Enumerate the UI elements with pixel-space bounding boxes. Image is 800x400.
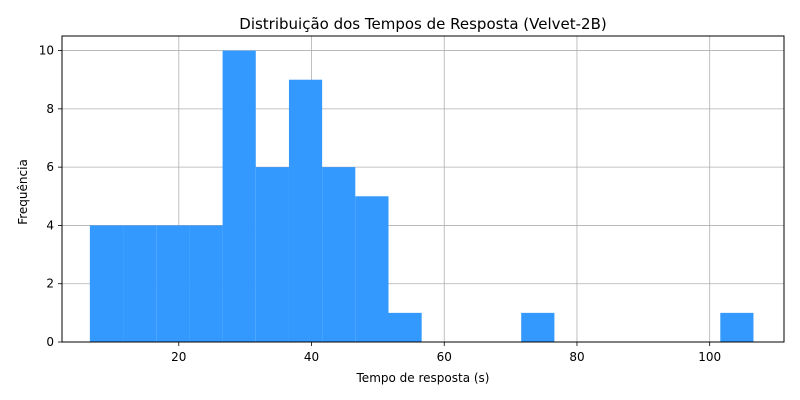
histogram-bar xyxy=(156,225,190,342)
histogram-bar xyxy=(355,196,389,342)
x-tick-label: 60 xyxy=(437,350,452,364)
histogram-bar xyxy=(123,225,157,342)
y-tick-label: 4 xyxy=(46,218,54,232)
y-tick-label: 10 xyxy=(39,44,54,58)
y-tick-label: 8 xyxy=(46,102,54,116)
x-tick-label: 20 xyxy=(171,350,186,364)
y-tick-label: 0 xyxy=(46,335,54,349)
histogram-bar xyxy=(388,312,422,342)
histogram-bar xyxy=(255,167,289,342)
x-ticks: 20 40 60 80 100 xyxy=(171,342,721,364)
x-tick-label: 40 xyxy=(304,350,319,364)
histogram-bar xyxy=(521,312,555,342)
histogram-bar xyxy=(189,225,223,342)
x-axis-label: Tempo de resposta (s) xyxy=(356,371,490,385)
histogram-bar xyxy=(288,79,323,342)
histogram-bar xyxy=(322,167,356,342)
y-ticks: 0 2 4 6 8 10 xyxy=(39,44,62,349)
histogram-bar xyxy=(89,225,124,342)
bars xyxy=(89,50,754,342)
y-axis-label: Frequência xyxy=(16,159,30,225)
chart-title: Distribuição dos Tempos de Resposta (Vel… xyxy=(239,15,606,33)
y-tick-label: 6 xyxy=(46,160,54,174)
y-tick-label: 2 xyxy=(46,277,54,291)
x-tick-label: 80 xyxy=(569,350,584,364)
histogram-bar xyxy=(720,312,754,342)
x-tick-label: 100 xyxy=(698,350,721,364)
histogram-bar xyxy=(222,50,256,342)
plot-frame xyxy=(61,35,785,343)
